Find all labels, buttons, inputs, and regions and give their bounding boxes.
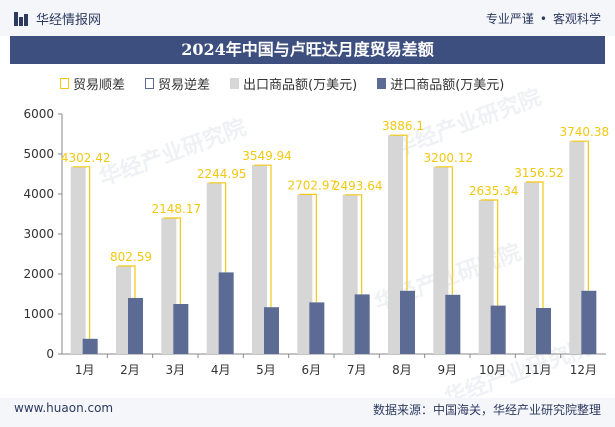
export-bar — [70, 166, 86, 354]
surplus-bracket — [72, 166, 91, 339]
y-tick-label: 0 — [46, 347, 54, 361]
import-bar — [536, 308, 551, 354]
balance-data-label: 3549.94 — [242, 149, 292, 163]
legend-swatch-surplus — [60, 78, 69, 89]
export-bar — [206, 182, 222, 354]
import-bar — [490, 305, 506, 354]
chart-legend: 贸易顺差 贸易逆差 出口商品额(万美元) 进口商品额(万美元) — [60, 74, 524, 93]
balance-data-label: 4302.42 — [61, 151, 111, 165]
balance-data-label: 3156.52 — [514, 166, 564, 180]
surplus-bracket — [163, 217, 181, 304]
export-bar — [433, 166, 449, 354]
surplus-bracket — [435, 166, 453, 295]
tag-1: 专业严谨 — [485, 12, 534, 26]
header-tags: 专业严谨 • 客观科学 — [486, 10, 601, 27]
x-tick-label: 12月 — [570, 363, 597, 377]
balance-data-label: 2635.34 — [469, 184, 519, 198]
legend-label-import: 进口商品额(万美元) — [390, 78, 505, 93]
export-bar — [569, 141, 585, 354]
surplus-bracket — [571, 140, 589, 291]
y-tick-label: 4000 — [23, 187, 54, 201]
x-tick-label: 5月 — [256, 363, 276, 377]
import-bar — [400, 290, 415, 354]
surplus-bracket — [118, 265, 136, 298]
balance-data-label: 2244.95 — [197, 167, 247, 181]
legend-item-export: 出口商品额(万美元) — [230, 74, 357, 93]
export-bar — [297, 194, 313, 354]
surplus-bracket — [254, 164, 272, 308]
export-bar — [388, 135, 403, 354]
legend-swatch-export — [230, 78, 240, 89]
legend-item-surplus: 贸易顺差 — [60, 74, 125, 93]
import-bar — [264, 307, 279, 354]
legend-swatch-deficit — [145, 78, 155, 89]
site-logo[interactable]: 华经情报网 — [14, 9, 101, 28]
tag-2: 客观科学 — [552, 12, 601, 26]
balance-data-label: 3740.38 — [560, 125, 610, 139]
bar-chart-icon — [14, 11, 28, 26]
export-bar — [116, 266, 131, 354]
import-bar — [128, 298, 143, 354]
chart-title: 2024年中国与卢旺达月度贸易差额 — [10, 36, 605, 64]
export-bar — [524, 182, 539, 354]
top-bar: 华经情报网 专业严谨 • 客观科学 — [0, 0, 615, 36]
balance-data-label: 3200.12 — [424, 151, 474, 165]
x-tick-label: 4月 — [211, 363, 231, 377]
x-tick-label: 11月 — [524, 363, 551, 377]
balance-data-label: 2702.97 — [288, 178, 338, 192]
legend-label-deficit: 贸易逆差 — [158, 78, 211, 93]
dot-separator: • — [539, 12, 547, 26]
surplus-bracket — [344, 194, 363, 295]
footer-url[interactable]: www.huaon.com — [14, 401, 114, 415]
surplus-bracket — [390, 134, 408, 291]
export-bar — [252, 165, 267, 354]
y-tick-label: 2000 — [23, 267, 54, 281]
legend-swatch-import — [377, 78, 387, 89]
y-tick-label: 3000 — [23, 227, 54, 241]
import-bar — [173, 304, 189, 354]
surplus-bracket — [208, 182, 227, 273]
x-tick-label: 2月 — [120, 363, 140, 377]
import-bar — [218, 272, 234, 354]
balance-data-label: 3886.1 — [382, 119, 424, 133]
balance-data-label: 2493.64 — [333, 179, 383, 193]
x-tick-label: 8月 — [392, 363, 412, 377]
import-bar — [82, 338, 98, 354]
import-bar — [309, 302, 325, 354]
y-tick-label: 1000 — [23, 307, 54, 321]
export-bar — [478, 200, 494, 354]
y-tick-label: 6000 — [23, 107, 54, 121]
x-tick-label: 9月 — [438, 363, 458, 377]
x-tick-label: 3月 — [166, 363, 186, 377]
import-bar — [354, 294, 370, 354]
export-bar — [161, 218, 177, 354]
x-tick-label: 1月 — [75, 363, 95, 377]
import-bar — [581, 290, 597, 354]
surplus-bracket — [526, 181, 544, 308]
surplus-bracket — [299, 193, 317, 303]
surplus-bracket — [480, 199, 499, 306]
site-name: 华经情报网 — [36, 13, 102, 28]
balance-data-label: 802.59 — [110, 250, 152, 264]
y-tick-label: 5000 — [23, 147, 54, 161]
legend-item-import: 进口商品额(万美元) — [377, 74, 504, 93]
legend-label-surplus: 贸易顺差 — [73, 78, 126, 93]
x-tick-label: 7月 — [347, 363, 367, 377]
import-bar — [445, 294, 461, 354]
footer-source: 数据来源：中国海关，华经产业研究院整理 — [372, 403, 601, 417]
export-bar — [342, 194, 358, 354]
balance-data-label: 2148.17 — [152, 202, 202, 216]
legend-item-deficit: 贸易逆差 — [145, 74, 210, 93]
x-tick-label: 10月 — [479, 363, 506, 377]
footer-bar: www.huaon.com 数据来源：中国海关，华经产业研究院整理 — [0, 398, 615, 427]
x-tick-label: 6月 — [302, 363, 322, 377]
legend-label-export: 出口商品额(万美元) — [243, 78, 358, 93]
